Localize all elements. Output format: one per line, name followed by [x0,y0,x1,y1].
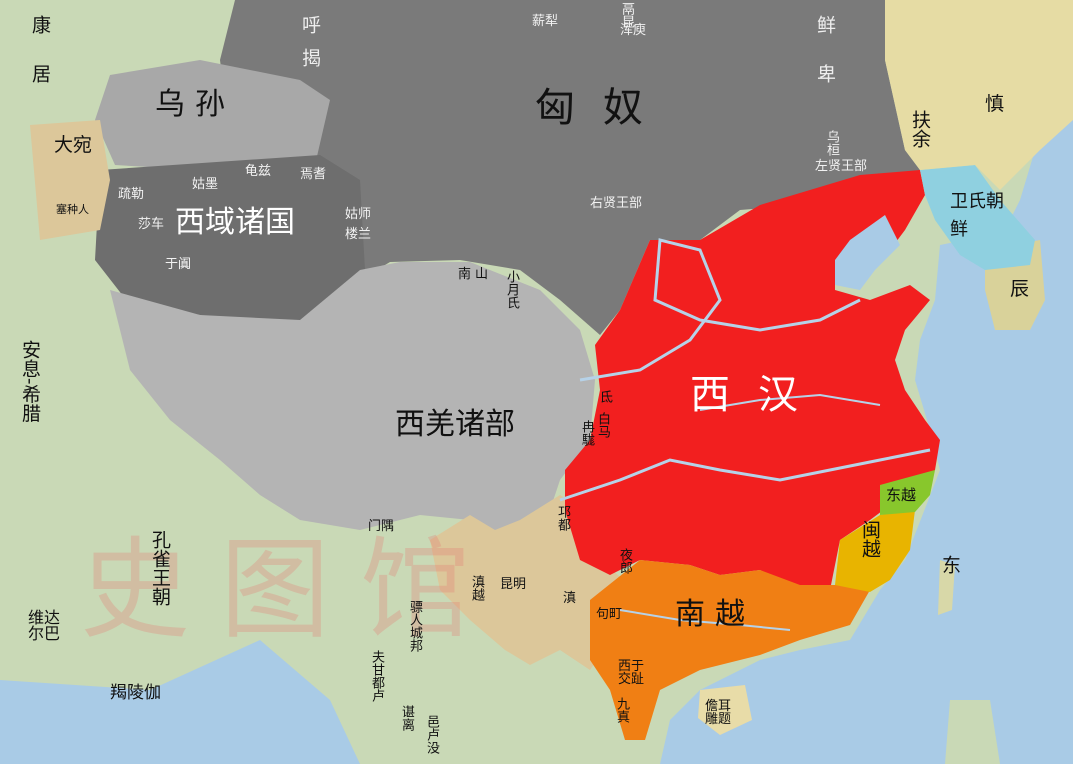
label-jiaozhi: 西于交趾 [618,659,645,687]
label-ranmang: 冉駹 [579,420,594,446]
label-dongyue: 东越 [886,486,917,504]
label-wusun: 乌孙 [155,87,235,122]
label-wuhuan: 乌桓 [824,130,839,156]
label-youxian: 右贤王部 [590,196,643,211]
label-geku: 鬲昆 [619,2,634,28]
label-qiuci: 龟兹 [245,164,272,179]
river-xi [619,609,791,631]
label-xianbei: 鲜卑 [814,15,836,113]
region-xihan [565,170,940,590]
river-yangtze [559,448,931,502]
river-yellow [579,238,861,382]
land-hainan [698,685,752,735]
watermark: 史图馆 [80,526,500,654]
label-saizhong: 塞种人 [56,203,89,216]
label-hujie: 呼揭 [299,15,321,81]
label-biao: 骠人城邦 [407,600,422,652]
label-sushen: 慎 [985,93,1005,115]
label-kunming: 昆明 [500,577,527,592]
label-loulan: 楼兰 [345,227,372,242]
label-minyue: 闽越 [859,520,881,558]
region-xiqiang [110,262,595,560]
label-jieling: 羯陵伽 [110,683,161,703]
label-xiaoyue: 小月氏 [504,270,519,309]
label-shache: 莎车 [138,217,165,232]
region-wusun [95,60,330,170]
label-kangju: 康居 [29,15,51,113]
region-dayuan [30,120,110,240]
sea-bohai [835,215,900,290]
label-chen: 辰 [1010,278,1030,300]
label-shule: 疏勒 [118,187,145,202]
label-anxi: 安息-希腊 [19,340,41,423]
region-dongyue [880,470,935,515]
label-hunyu: 浑庾 [620,23,647,38]
land-philippines [945,700,1000,764]
label-dong: 东 [939,555,961,574]
label-zuoxian: 左贤王部 [815,159,868,174]
label-gushi: 姑师 [345,207,372,222]
label-dianyue: 滇越 [469,575,484,601]
label-dayuan: 大宛 [54,134,93,156]
label-yutian: 于阗 [165,257,192,272]
label-yelang: 夜郎 [617,548,632,574]
label-nanyue: 南越 [675,597,755,632]
region-northeast [885,0,1073,190]
label-fuyu: 扶余 [909,110,931,148]
label-weida: 维达尔巴 [28,608,61,643]
label-kongque: 孔雀王朝 [149,530,171,606]
bay-of-bengal [0,640,360,764]
label-jiuzhen: 九真 [614,697,629,723]
label-baima: 白马 [595,412,610,438]
label-gumo: 姑墨 [192,177,219,192]
label-xiqiang: 西羌诸部 [395,407,515,442]
label-men: 门隅 [368,519,395,534]
label-xiyu: 西域诸国 [175,205,295,240]
label-chenli: 谌离 [399,705,414,731]
label-di: 氐 [597,390,612,403]
label-dian: 滇 [563,591,577,606]
region-weishi [920,165,1035,270]
label-yanqi: 焉耆 [300,167,327,182]
region-nanyue [590,560,870,740]
label-xihan: 西汉 [690,372,826,418]
label-juding: 句町 [596,607,623,622]
label-qiongdu: 邛都 [555,505,570,531]
river-huai [699,393,881,411]
label-xinli: 薪犁 [532,14,559,29]
label-fugan: 夫甘都卢 [369,650,384,702]
label-yilu: 邑卢没 [424,715,439,754]
label-danzhou: 儋耳雕题 [705,699,732,727]
region-xiongnu [220,0,920,335]
label-weishi: 卫氏朝鲜 [950,191,1004,240]
region-xiyu [95,155,365,330]
land-taiwan [938,560,955,615]
label-nanshan: 南山 [458,267,493,282]
label-xiongnu: 匈奴 [535,85,671,131]
region-minyue [835,510,915,592]
